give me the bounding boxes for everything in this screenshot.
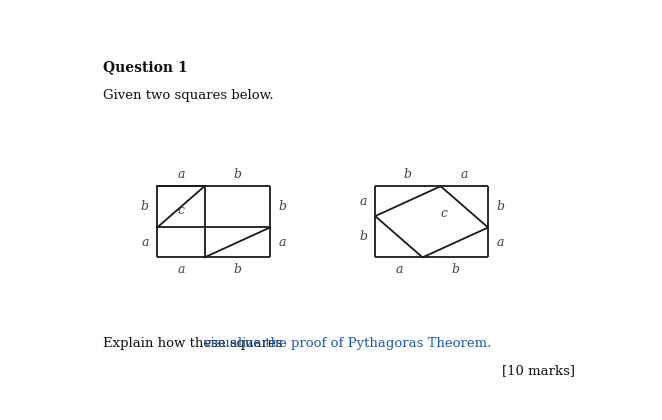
Text: b: b [141,200,149,213]
Text: Question 1: Question 1 [103,60,188,74]
Text: b: b [278,200,286,213]
Text: a: a [496,236,504,249]
Text: a: a [142,236,149,249]
Text: a: a [395,262,402,276]
Text: c: c [441,207,448,220]
Text: b: b [496,200,504,213]
Text: [10 marks]: [10 marks] [502,364,575,377]
Text: b: b [451,262,459,276]
Text: a: a [278,236,286,249]
Text: Explain how these squares: Explain how these squares [103,336,287,349]
Text: a: a [177,168,185,181]
Text: b: b [404,168,412,181]
Text: a: a [359,194,367,207]
Text: a: a [461,168,468,181]
Text: Given two squares below.: Given two squares below. [103,89,274,102]
Text: b: b [233,168,241,181]
Text: visualize the proof of Pythagoras Theorem.: visualize the proof of Pythagoras Theore… [203,336,492,349]
Text: a: a [177,262,185,276]
Text: c: c [177,205,184,218]
Text: b: b [233,262,241,276]
Text: b: b [359,230,367,243]
